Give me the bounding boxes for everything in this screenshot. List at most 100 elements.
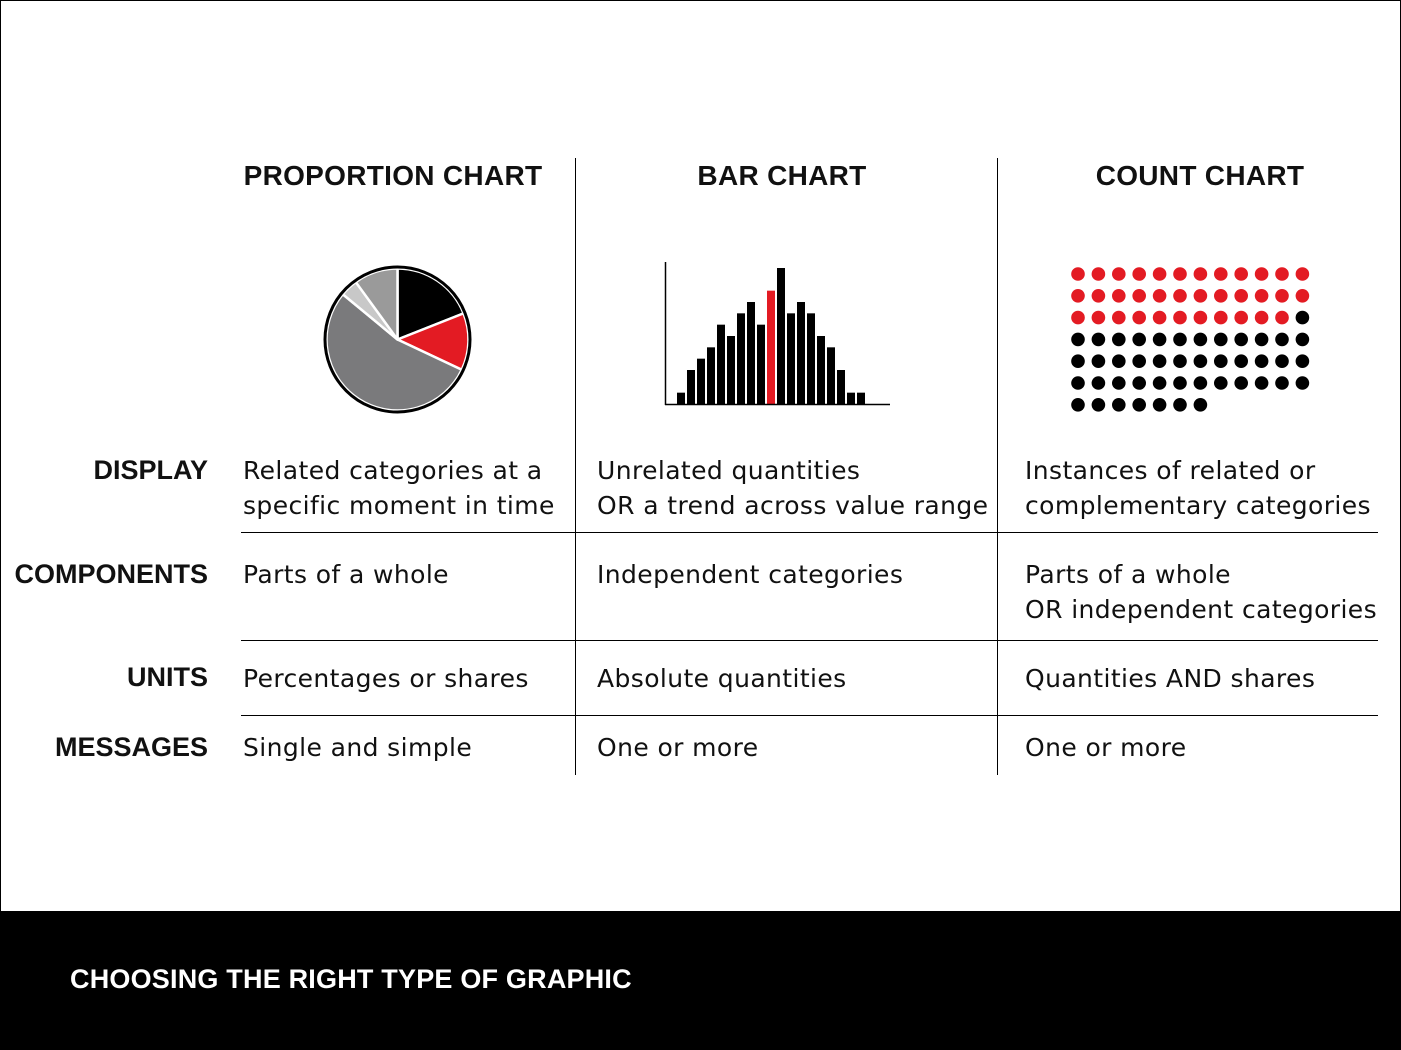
count-dot [1132,289,1146,303]
dot-matrix-icon [1071,267,1310,412]
messages-count-cell: One or more [1025,730,1187,765]
count-dot [1193,310,1208,325]
count-dot [1152,354,1167,368]
histogram-bar [737,313,745,404]
count-dot [1214,354,1228,368]
count-dot [1173,354,1187,368]
row-label-display: DISPLAY [93,455,208,485]
count-dot [1112,267,1126,281]
count-dot [1173,267,1187,281]
count-dot [1132,376,1146,390]
count-dot [1295,310,1310,325]
row-label-components: COMPONENTS [14,559,208,589]
row-divider-1 [241,532,1378,533]
count-dot [1112,376,1126,390]
histogram-bar [767,290,775,404]
display-bar-cell: Unrelated quantities OR a trend across v… [597,453,988,523]
cell-line: Single and simple [243,733,473,762]
count-dot [1091,289,1106,303]
pie-slice-2 [325,292,463,412]
count-dot [1091,354,1106,368]
count-dot [1112,398,1126,412]
count-dot [1275,289,1289,303]
count-dot [1132,398,1146,412]
cell-line: Percentages or shares [243,664,529,693]
cell-line: specific moment in time [243,491,555,520]
histogram-bar [707,347,715,404]
cell-line: Parts of a whole [243,560,449,589]
count-dot [1071,332,1085,347]
count-dot [1071,354,1085,368]
histogram-bar [717,324,725,404]
count-dot [1234,354,1248,368]
cell-line: Absolute quantities [597,664,847,693]
count-dot [1214,289,1228,303]
count-dot [1254,267,1269,281]
count-dot [1071,267,1085,281]
count-dot [1214,376,1228,390]
count-dot [1234,332,1248,347]
cell-line: complementary categories [1025,491,1371,520]
histogram-bar [857,392,865,404]
cell-line: One or more [597,733,759,762]
count-dot [1295,289,1310,303]
histogram-bar [807,313,815,404]
count-dot [1071,310,1085,325]
histogram-bar [817,336,825,404]
cell-line: Quantities AND shares [1025,664,1316,693]
count-dot [1193,289,1208,303]
column-divider-2 [997,158,998,775]
count-dot [1234,310,1248,325]
row-label-messages: MESSAGES [54,732,208,762]
cell-line: Unrelated quantities [597,456,861,485]
count-dot [1152,267,1167,281]
count-dot [1132,310,1146,325]
count-dot [1152,376,1167,390]
count-dot [1193,398,1208,412]
count-dot [1132,354,1146,368]
components-count-cell: Parts of a whole OR independent categori… [1025,557,1377,627]
pie-slice-0 [396,267,465,341]
cell-line: OR independent categories [1025,595,1378,624]
units-proportion-cell: Percentages or shares [243,661,529,696]
count-dot [1275,354,1289,368]
count-dot [1173,310,1187,325]
diagram-frame [0,0,1401,911]
footer-title: CHOOSING THE RIGHT TYPE OF GRAPHIC [70,964,632,994]
count-dot [1295,267,1310,281]
components-bar-cell: Independent categories [597,557,903,592]
column-divider-1 [575,158,576,775]
cell-line: Parts of a whole [1025,560,1231,589]
count-dot [1152,310,1167,325]
row-label-units: UNITS [127,662,208,692]
count-dot [1214,310,1228,325]
histogram-bar [827,347,835,404]
count-dot [1254,289,1269,303]
count-dot [1152,289,1167,303]
histogram-bar [727,336,735,404]
count-dot [1152,398,1167,412]
histogram-bar [837,370,845,404]
display-count-cell: Instances of related or complementary ca… [1025,453,1371,523]
count-dot [1275,332,1289,347]
column-title-proportion-chart: PROPORTION CHART [243,160,543,191]
display-proportion-cell: Related categories at a specific moment … [243,453,555,523]
count-dot [1132,267,1146,281]
count-dot [1193,332,1208,347]
count-dot [1173,332,1187,347]
row-divider-2 [241,640,1378,641]
cell-line: One or more [1025,733,1187,762]
count-dot [1173,376,1187,390]
column-title-count-chart: COUNT CHART [1095,160,1305,191]
count-dot [1091,267,1106,281]
count-dot [1173,289,1187,303]
count-dot [1295,376,1310,390]
histogram-bar [847,392,855,404]
cell-line: Related categories at a [243,456,543,485]
count-dot [1254,376,1269,390]
count-dot [1071,376,1085,390]
row-divider-3 [241,715,1378,716]
histogram-bar [677,392,685,404]
units-count-cell: Quantities AND shares [1025,661,1315,696]
count-dot [1234,289,1248,303]
